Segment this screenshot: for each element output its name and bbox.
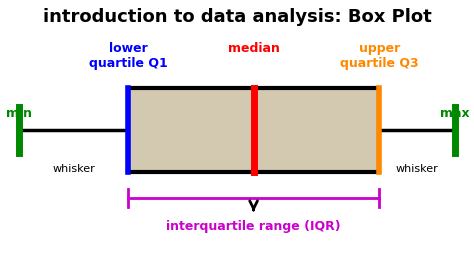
Text: max: max [440, 107, 470, 120]
Text: introduction to data analysis: Box Plot: introduction to data analysis: Box Plot [43, 8, 431, 26]
Text: whisker: whisker [396, 164, 438, 174]
Bar [128, 88, 379, 172]
Text: lower
quartile Q1: lower quartile Q1 [89, 42, 167, 70]
Text: min: min [6, 107, 32, 120]
Text: whisker: whisker [52, 164, 95, 174]
Text: median: median [228, 42, 280, 55]
Text: upper
quartile Q3: upper quartile Q3 [340, 42, 419, 70]
Text: interquartile range (IQR): interquartile range (IQR) [166, 220, 341, 233]
